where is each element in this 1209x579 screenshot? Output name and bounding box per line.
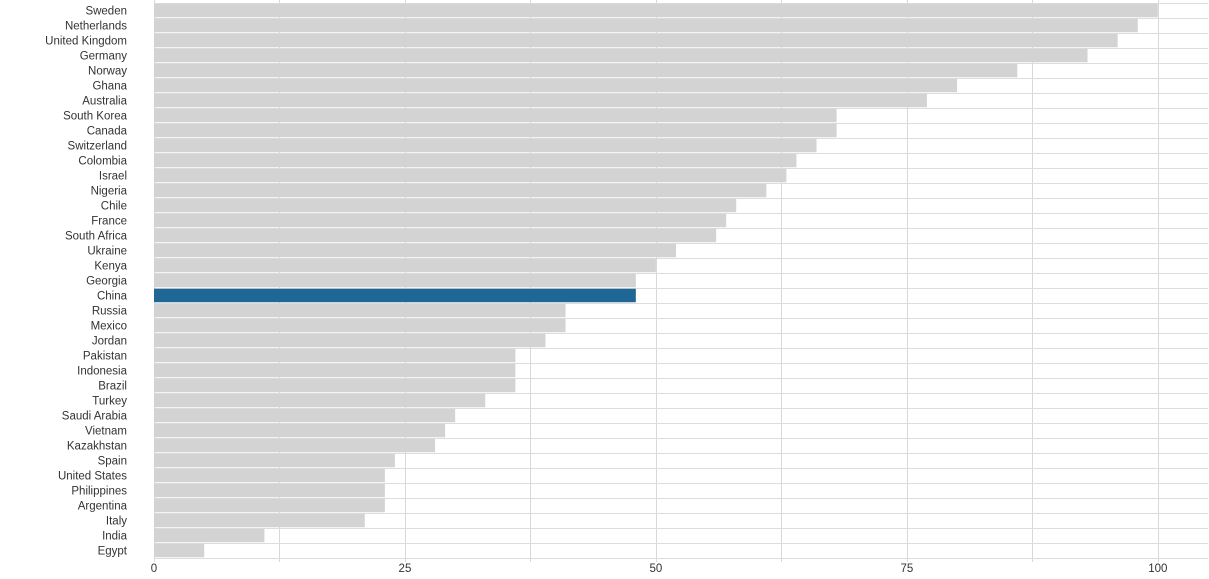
- bars: [154, 3, 1158, 558]
- bar-colombia: [154, 153, 797, 168]
- bar-egypt: [154, 543, 205, 558]
- bar-brazil: [154, 378, 516, 393]
- bar-germany: [154, 48, 1088, 63]
- category-label: Philippines: [71, 486, 127, 498]
- x-tick-label: 25: [399, 563, 412, 575]
- category-label: Sweden: [85, 6, 127, 18]
- category-label: Indonesia: [77, 366, 127, 378]
- category-label: Egypt: [98, 546, 128, 558]
- bar-australia: [154, 93, 927, 108]
- category-label: Chile: [101, 201, 127, 213]
- bar-pakistan: [154, 348, 516, 363]
- category-label: Turkey: [92, 396, 127, 408]
- category-label: China: [97, 291, 128, 303]
- bar-russia: [154, 303, 566, 318]
- bar-netherlands: [154, 18, 1138, 33]
- bar-vietnam: [154, 423, 446, 438]
- category-label: United States: [58, 471, 127, 483]
- category-labels: Sweden Netherlands United Kingdom Germany No…: [45, 6, 128, 558]
- category-label: South Africa: [65, 231, 128, 243]
- bar-india: [154, 528, 265, 543]
- category-label: Nigeria: [91, 186, 128, 198]
- bar-philippines: [154, 483, 385, 498]
- x-axis-ticks: 0 25 50 75 100: [151, 563, 1168, 575]
- bar-switzerland: [154, 138, 817, 153]
- category-label: France: [91, 216, 127, 228]
- category-label: Vietnam: [85, 426, 127, 438]
- category-label: Argentina: [78, 501, 128, 513]
- category-label: Ghana: [92, 81, 127, 93]
- category-label: South Korea: [63, 111, 128, 123]
- category-label: Switzerland: [68, 141, 127, 153]
- bar-france: [154, 213, 727, 228]
- bar-mexico: [154, 318, 566, 333]
- bar-israel: [154, 168, 787, 183]
- category-label: Australia: [82, 96, 127, 108]
- category-label: Spain: [98, 456, 127, 468]
- category-label: Norway: [88, 66, 127, 78]
- bar-kenya: [154, 258, 656, 273]
- category-label: Kenya: [94, 261, 127, 273]
- bar-ghana: [154, 78, 958, 93]
- x-tick-label: 50: [650, 563, 663, 575]
- category-label: Canada: [87, 126, 128, 138]
- bar-saudi-arabia: [154, 408, 456, 423]
- category-label: Germany: [80, 51, 128, 63]
- category-label: Saudi Arabia: [62, 411, 128, 423]
- bar-jordan: [154, 333, 546, 348]
- bar-united-states: [154, 468, 385, 483]
- category-label: United Kingdom: [45, 36, 127, 48]
- category-label: Colombia: [78, 156, 127, 168]
- category-label: Pakistan: [83, 351, 127, 363]
- x-tick-label: 0: [151, 563, 157, 575]
- bar-nigeria: [154, 183, 767, 198]
- x-tick-label: 75: [900, 563, 913, 575]
- x-tick-label: 100: [1148, 563, 1167, 575]
- category-label: Georgia: [86, 276, 128, 288]
- bar-argentina: [154, 498, 385, 513]
- category-label: India: [102, 531, 128, 543]
- bar-united-kingdom: [154, 33, 1118, 48]
- category-label: Jordan: [92, 336, 127, 348]
- grid-lines: [154, 0, 1208, 562]
- bar-spain: [154, 453, 395, 468]
- category-label: Russia: [92, 306, 128, 318]
- bar-norway: [154, 63, 1018, 78]
- category-label: Kazakhstan: [67, 441, 127, 453]
- bar-chile: [154, 198, 737, 213]
- category-label: Israel: [99, 171, 127, 183]
- bar-sweden: [154, 3, 1158, 18]
- bar-south-africa: [154, 228, 717, 243]
- bar-south-korea: [154, 108, 837, 123]
- bar-indonesia: [154, 363, 516, 378]
- category-label: Brazil: [98, 381, 127, 393]
- category-label: Netherlands: [65, 21, 127, 33]
- bar-kazakhstan: [154, 438, 436, 453]
- bar-turkey: [154, 393, 486, 408]
- bar-china: [154, 288, 636, 303]
- category-label: Mexico: [91, 321, 127, 333]
- category-label: Ukraine: [87, 246, 127, 258]
- bar-italy: [154, 513, 365, 528]
- bar-georgia: [154, 273, 636, 288]
- bar-canada: [154, 123, 837, 138]
- category-label: Italy: [106, 516, 127, 528]
- bar-ukraine: [154, 243, 676, 258]
